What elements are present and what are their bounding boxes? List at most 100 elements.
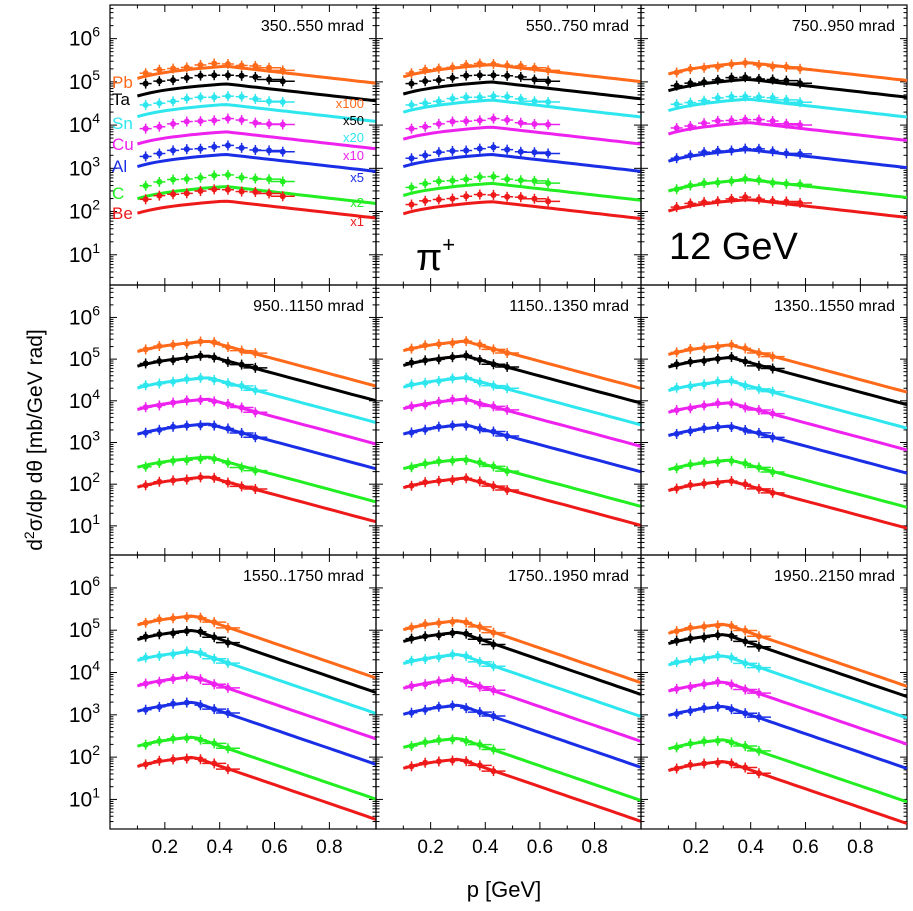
model-curve-cu [667, 121, 907, 142]
data-point-be [156, 192, 163, 199]
data-point-sn [687, 99, 694, 106]
x-tick-label: 0.4 [737, 837, 764, 858]
data-point-cu [408, 683, 415, 690]
data-point-be [755, 770, 762, 777]
data-point-c [197, 174, 204, 181]
data-point-be [156, 757, 163, 764]
data-point-ta [449, 74, 456, 81]
y-tick-label: 104 [69, 658, 100, 685]
data-point-cu [170, 399, 177, 406]
panel: 0.2 0.4 0.6 0.8 1750..1950 mrad [375, 554, 642, 858]
data-point-al [422, 426, 429, 433]
data-point-cu [545, 121, 552, 128]
data-point-al [490, 144, 497, 151]
data-point-cu [797, 122, 804, 129]
data-point-sn [476, 379, 483, 386]
y-tick-base: 10 [69, 473, 92, 496]
data-point-pb [463, 619, 470, 626]
panel: 550..750 mrad π+ [375, 4, 642, 286]
data-point-cu [435, 398, 442, 405]
data-point-al [449, 147, 456, 154]
data-point-be [408, 482, 415, 489]
data-point-cu [449, 396, 456, 403]
data-point-be [476, 478, 483, 485]
data-point-cu [531, 121, 538, 128]
data-point-be [224, 186, 231, 193]
data-point-cu [728, 400, 735, 407]
data-point-cu [476, 117, 483, 124]
data-point-be [673, 765, 680, 772]
model-curve-al [136, 152, 376, 173]
data-point-al [197, 422, 204, 429]
data-point-c [714, 458, 721, 465]
data-point-sn [197, 374, 204, 381]
data-point-pb [449, 64, 456, 71]
data-point-pb [728, 341, 735, 348]
data-point-ta [476, 72, 483, 79]
data-point-c [701, 738, 708, 745]
data-point-be [449, 477, 456, 484]
data-point-cu [687, 684, 694, 691]
data-point-pb [224, 624, 231, 631]
data-point-ta [673, 637, 680, 644]
data-point-pb [728, 61, 735, 68]
panel-plot-area [667, 57, 907, 219]
data-point-sn [490, 93, 497, 100]
data-point-pb [714, 622, 721, 629]
data-point-al [156, 150, 163, 157]
data-point-pb [142, 346, 149, 353]
data-point-ta [197, 72, 204, 79]
model-curve-al [402, 152, 641, 173]
x-tick-label: 0.2 [417, 837, 443, 858]
data-point-pb [755, 633, 762, 640]
data-point-ta [252, 364, 259, 371]
data-point-sn [531, 98, 538, 105]
x-tick-label: 0.6 [527, 837, 553, 858]
data-point-cu [701, 402, 708, 409]
target-label-be: Be [112, 204, 133, 223]
data-point-c [224, 745, 231, 752]
data-point-c [769, 179, 776, 186]
data-point-sn [183, 648, 190, 655]
data-point-sn [673, 384, 680, 391]
data-point-ta [742, 74, 749, 81]
model-curve-ta [136, 628, 376, 694]
data-point-ta [238, 72, 245, 79]
y-tick-label: 101 [69, 240, 100, 267]
data-point-al [435, 703, 442, 710]
data-point-ta [224, 639, 231, 646]
data-point-ta [238, 361, 245, 368]
y-tick-exponent: 6 [92, 573, 100, 589]
data-point-al [687, 152, 694, 159]
data-point-ta [463, 72, 470, 79]
data-point-ta [714, 76, 721, 83]
data-point-cu [701, 120, 708, 127]
data-point-al [701, 704, 708, 711]
y-tick-base: 10 [69, 704, 92, 727]
data-point-al [687, 428, 694, 435]
y-tick-label: 103 [69, 153, 100, 180]
data-point-pb [170, 65, 177, 72]
data-point-sn [769, 94, 776, 101]
data-point-be [252, 485, 259, 492]
data-point-be [238, 188, 245, 195]
data-point-c [755, 747, 762, 754]
data-point-sn [449, 651, 456, 658]
data-point-be [422, 759, 429, 766]
data-point-pb [224, 343, 231, 350]
data-point-be [714, 198, 721, 205]
data-point-al [156, 703, 163, 710]
data-point-ta [463, 352, 470, 359]
data-point-ta [463, 630, 470, 637]
data-point-al [742, 426, 749, 433]
data-point-ta [422, 633, 429, 640]
data-point-sn [224, 93, 231, 100]
model-curve-sn [668, 379, 907, 430]
data-point-c [266, 176, 273, 183]
data-point-ta [701, 357, 708, 364]
panel-plot-area [402, 58, 641, 221]
data-point-al [449, 702, 456, 709]
data-point-pb [673, 69, 680, 76]
data-point-pb [197, 338, 204, 345]
data-point-c [769, 469, 776, 476]
